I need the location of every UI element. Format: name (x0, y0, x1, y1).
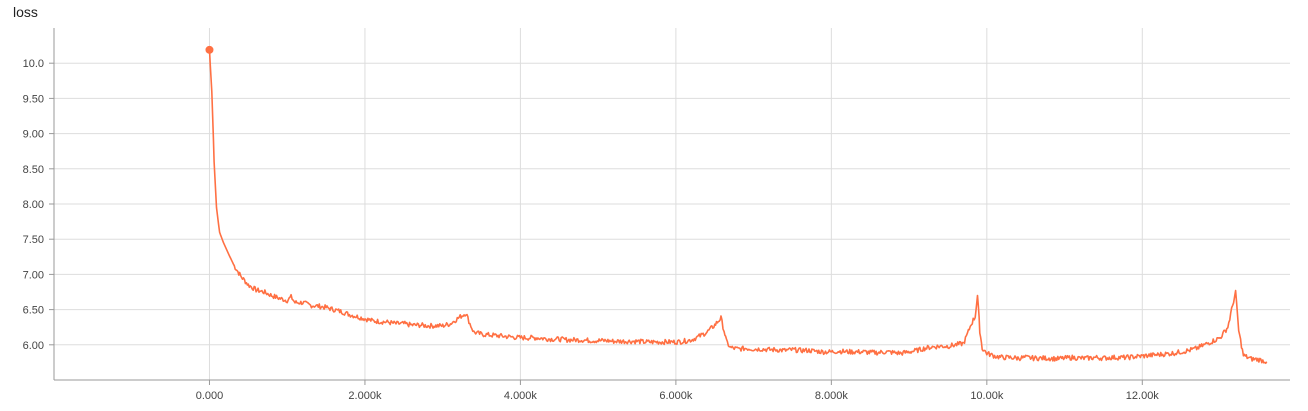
chart-title: loss (13, 4, 38, 20)
x-tick-label-1: 2.000k (348, 390, 382, 402)
x-tick-label-5: 10.00k (970, 390, 1004, 402)
y-tick-label-6: 9.00 (23, 129, 44, 141)
y-tick-label-1: 6.50 (23, 305, 44, 317)
y-tick-label-5: 8.50 (23, 164, 44, 176)
series-line-0 (208, 49, 1268, 365)
y-tick-label-8: 10.0 (23, 58, 44, 70)
y-tick-label-0: 6.00 (23, 340, 44, 352)
x-tick-label-2: 4.000k (504, 390, 538, 402)
x-tick-label-6: 12.00k (1126, 390, 1160, 402)
y-tick-labels: 6.00 6.50 7.00 7.50 8.00 8.50 9.00 9.50 10.0 (23, 58, 44, 352)
x-tick-label-3: 6.000k (659, 390, 693, 402)
series-group (205, 45, 1268, 365)
y-tick-label-4: 8.00 (23, 199, 44, 211)
y-tick-label-2: 7.00 (23, 269, 44, 281)
y-tick-label-7: 9.50 (23, 93, 44, 105)
x-tick-label-0: 0.000 (196, 390, 224, 402)
series-start-point-0 (205, 45, 214, 54)
y-tick-label-3: 7.50 (23, 234, 44, 246)
x-tick-label-4: 8.000k (815, 390, 849, 402)
axes (49, 28, 1290, 385)
grid (54, 28, 1290, 380)
x-tick-labels: 0.000 2.000k 4.000k 6.000k 8.000k 10.00k 12.00… (196, 390, 1160, 402)
